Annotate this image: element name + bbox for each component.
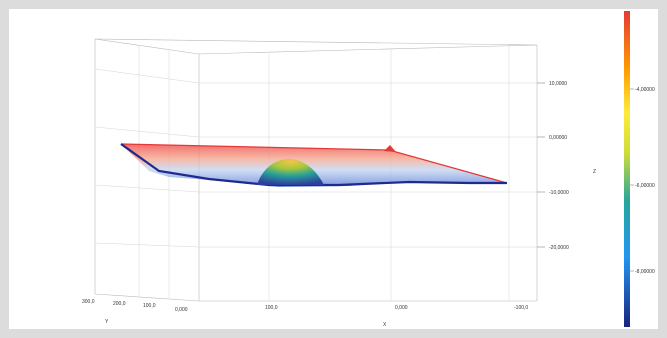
x-tick-label: 100,0 bbox=[265, 305, 278, 311]
surface-plot: 10,0000 0,00000 -10,0000 -20,0000 Z 100,… bbox=[82, 11, 655, 328]
z-tick-label: 10,0000 bbox=[549, 81, 567, 87]
x-axis: 100,0 0,000 -100,0 X bbox=[265, 305, 528, 328]
y-axis: 300,0 200,0 100,0 0,000 Y bbox=[82, 299, 188, 325]
y-tick-label: 100,0 bbox=[143, 303, 156, 309]
z-axis-label: Z bbox=[593, 169, 596, 175]
x-axis-label: X bbox=[383, 322, 387, 328]
surface-mesh bbox=[120, 143, 508, 187]
colorbar-tick-label: -8,00000 bbox=[635, 269, 655, 275]
y-tick-label: 200,0 bbox=[113, 301, 126, 307]
colorbar-tick-label: -4,00000 bbox=[635, 87, 655, 93]
z-tick-label: -10,0000 bbox=[549, 190, 569, 196]
z-axis: 10,0000 0,00000 -10,0000 -20,0000 Z bbox=[537, 81, 596, 251]
y-tick-label: 0,000 bbox=[175, 307, 188, 313]
z-tick-label: 0,00000 bbox=[549, 135, 567, 141]
plot-viewer[interactable]: 10,0000 0,00000 -10,0000 -20,0000 Z 100,… bbox=[9, 9, 658, 329]
x-tick-label: 0,000 bbox=[395, 305, 408, 311]
z-tick-label: -20,0000 bbox=[549, 245, 569, 251]
y-axis-label: Y bbox=[105, 319, 109, 325]
x-tick-label: -100,0 bbox=[514, 305, 528, 311]
colorbar: -4,00000 -6,00000 -8,00000 bbox=[624, 11, 655, 327]
colorbar-tick-label: -6,00000 bbox=[635, 183, 655, 189]
y-tick-label: 300,0 bbox=[82, 299, 95, 305]
